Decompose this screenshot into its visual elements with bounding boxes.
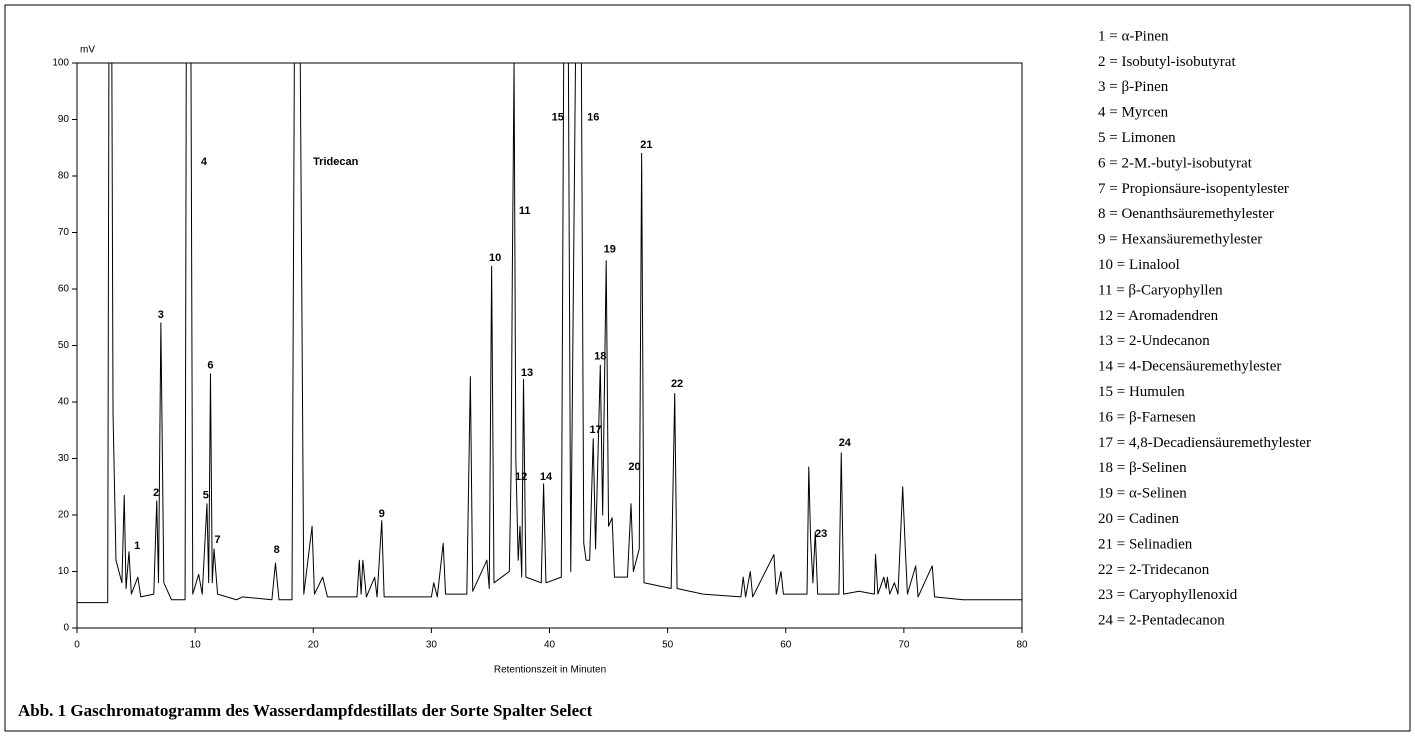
key-entry: 22 = 2-Tridecanon [1098,562,1210,578]
peak-label: Tridecan [313,156,359,168]
key-entry: 19 = α-Selinen [1098,486,1187,502]
key-entry: 8 = Oenanthsäuremethylester [1098,206,1274,222]
x-tick-label: 50 [662,640,674,651]
x-tick-label: 80 [1016,640,1028,651]
peak-label: 24 [839,437,852,449]
y-tick-label: 10 [58,566,70,577]
x-tick-label: 10 [190,640,202,651]
key-entry: 13 = 2-Undecanon [1098,333,1210,349]
peak-label: 6 [207,360,213,372]
y-tick-label: 70 [58,227,70,238]
peak-label: 11 [519,205,531,217]
key-entry: 9 = Hexansäuremethylester [1098,232,1262,248]
key-entry: 24 = 2-Pentadecanon [1098,613,1225,629]
peak-label: 8 [274,544,280,556]
key-entry: 15 = Humulen [1098,384,1185,400]
y-tick-label: 90 [58,114,70,125]
peak-label: 15 [552,112,564,124]
key-entry: 10 = Linalool [1098,257,1180,273]
y-tick-label: 60 [58,284,70,295]
caption: Abb. 1 Gaschromatogramm des Wasserdampfd… [18,701,593,720]
peak-label: 23 [815,528,827,540]
y-tick-label: 30 [58,453,70,464]
y-tick-label: 20 [58,510,70,521]
y-tick-label: 80 [58,171,70,182]
key-entry: 11 = β-Caryophyllen [1098,282,1223,298]
peak-label: 9 [379,508,385,520]
peak-label: 21 [640,139,652,151]
x-tick-label: 60 [780,640,792,651]
key-entry: 5 = Limonen [1098,130,1176,146]
key-entry: 21 = Selinadien [1098,536,1193,552]
y-tick-label: 0 [63,623,69,634]
key-entry: 12 = Aromadendren [1098,308,1219,324]
key-entry: 6 = 2-M.-butyl-isobutyrat [1098,155,1253,171]
peak-label: 17 [589,424,601,436]
key-entry: 16 = β-Farnesen [1098,409,1196,425]
peak-label: 4 [201,156,208,168]
key-entry: 7 = Propionsäure-isopentylester [1098,181,1289,197]
peak-label: 5 [203,490,209,502]
figure-frame [4,4,1411,732]
key-entry: 3 = β-Pinen [1098,79,1169,95]
peak-label: 12 [515,471,527,483]
peak-label: 13 [521,367,533,379]
key-entry: 20 = Cadinen [1098,511,1179,527]
y-axis-label: mV [80,45,95,56]
x-tick-label: 20 [308,640,320,651]
key-entry: 14 = 4-Decensäuremethylester [1098,359,1281,375]
x-tick-label: 30 [426,640,438,651]
peak-label: 10 [489,252,501,264]
x-tick-label: 70 [898,640,910,651]
key-entry: 1 = α-Pinen [1098,28,1169,44]
peak-label: 20 [628,461,640,473]
peak-label: 22 [671,378,683,390]
y-tick-label: 40 [58,397,70,408]
key-entry: 18 = β-Selinen [1098,460,1187,476]
x-tick-label: 40 [544,640,556,651]
peak-label: 1 [134,540,140,552]
x-axis-label: Retentionszeit in Minuten [494,665,606,676]
chromatogram-trace [77,63,1022,604]
peak-label: 16 [587,112,599,124]
key-entry: 23 = Caryophyllenoxid [1098,587,1238,603]
peak-label: 3 [158,309,164,321]
x-tick-label: 0 [74,640,80,651]
y-tick-label: 100 [52,58,69,69]
key-entry: 2 = Isobutyl-isobutyrat [1098,54,1236,70]
trace-group [77,63,1022,604]
peak-label: 19 [604,243,616,255]
peak-label: 18 [594,351,606,363]
peak-label: 14 [540,471,553,483]
peak-label: 7 [215,534,221,546]
peak-label: 2 [153,487,159,499]
key-entry: 4 = Myrcen [1098,105,1169,121]
key-entry: 17 = 4,8-Decadiensäuremethylester [1098,435,1311,451]
y-tick-label: 50 [58,340,70,351]
